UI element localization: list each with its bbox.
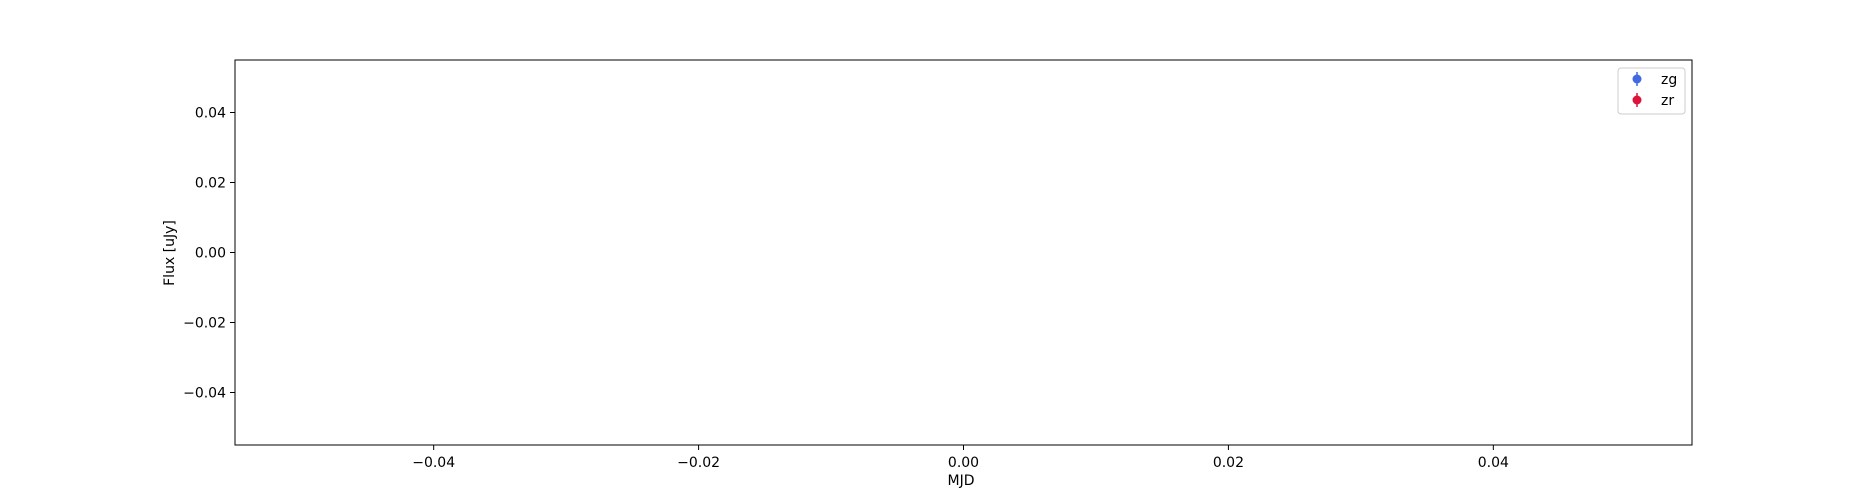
y-tick-label: 0.04 xyxy=(195,106,226,122)
x-axis-label: MJD xyxy=(948,473,975,489)
legend: zg zr xyxy=(1617,67,1686,115)
y-axis: −0.04 −0.02 0.00 0.02 0.04 xyxy=(183,106,235,402)
x-tick-label: −0.04 xyxy=(412,455,455,471)
x-tick-label: −0.02 xyxy=(677,455,720,471)
x-tick-label: 0.00 xyxy=(948,455,979,471)
legend-label: zg xyxy=(1661,72,1677,88)
y-tick-label: 0.02 xyxy=(195,176,226,192)
y-tick-label: 0.00 xyxy=(195,246,226,262)
legend-marker-icon xyxy=(1632,74,1642,84)
legend-marker-icon xyxy=(1632,95,1642,105)
x-axis: −0.04 −0.02 0.00 0.02 0.04 xyxy=(412,445,1509,471)
legend-label: zr xyxy=(1661,93,1674,109)
x-tick-label: 0.04 xyxy=(1478,455,1509,471)
y-tick-label: −0.02 xyxy=(183,316,226,332)
y-tick-label: −0.04 xyxy=(183,386,226,402)
x-tick-label: 0.02 xyxy=(1213,455,1244,471)
y-axis-label: Flux [uJy] xyxy=(162,220,178,286)
